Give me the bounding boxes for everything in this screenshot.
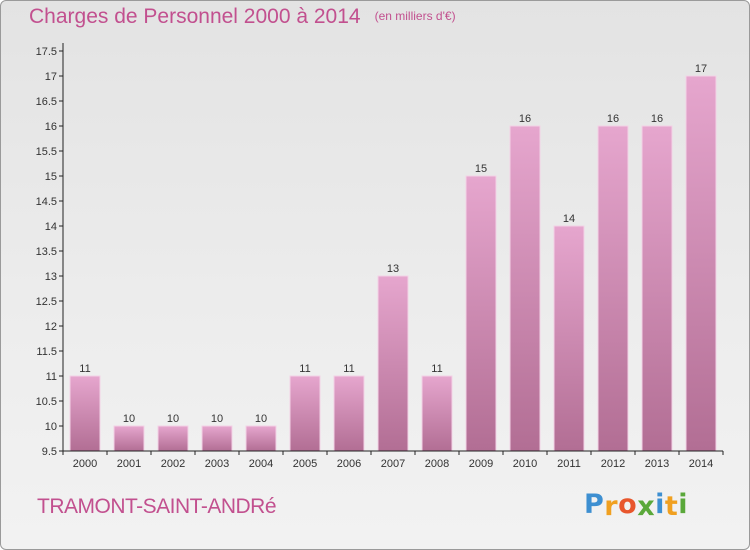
y-tick-label: 15: [45, 171, 57, 183]
y-tick-label: 15.5: [36, 146, 57, 158]
logo-letter: P: [584, 489, 605, 520]
y-tick-label: 13.5: [36, 246, 57, 258]
x-tick-label: 2010: [513, 458, 537, 470]
value-label: 16: [519, 113, 531, 125]
value-label: 16: [651, 113, 663, 125]
value-label: 10: [211, 413, 223, 425]
y-tick-label: 16: [45, 121, 57, 133]
value-label: 10: [255, 413, 267, 425]
x-tick-label: 2006: [337, 458, 361, 470]
y-tick-label: 14.5: [36, 196, 57, 208]
bar-2001: [113, 425, 145, 452]
y-tick-label: 9.5: [42, 446, 57, 458]
bar-2010: [509, 125, 541, 452]
logo-letter: x: [637, 491, 656, 522]
y-tick-label: 13: [45, 271, 57, 283]
y-tick-label: 10.5: [36, 396, 57, 408]
x-tick-label: 2013: [645, 458, 669, 470]
value-label: 16: [607, 113, 619, 125]
x-tick-label: 2009: [469, 458, 493, 470]
logo-letter: i: [655, 489, 665, 520]
bar-2000: [69, 375, 101, 452]
bar-2003: [201, 425, 233, 452]
value-label: 14: [563, 213, 575, 225]
x-tick-label: 2002: [161, 458, 185, 470]
bar-2004: [245, 425, 277, 452]
y-tick-label: 16.5: [36, 96, 57, 108]
bar-2008: [421, 375, 453, 452]
chart-subtitle: (en milliers d'€): [374, 9, 456, 23]
y-tick-label: 14: [45, 221, 57, 233]
bar-2012: [597, 125, 629, 452]
value-label: 11: [299, 363, 310, 375]
y-tick-label: 17: [45, 71, 57, 83]
x-tick-label: 2011: [557, 458, 581, 470]
value-label: 15: [475, 163, 487, 175]
x-tick-label: 2012: [601, 458, 625, 470]
x-tick-label: 2005: [293, 458, 317, 470]
bar-2011: [553, 225, 585, 452]
bar-2005: [289, 375, 321, 452]
x-tick-label: 2007: [381, 458, 405, 470]
bar-2009: [465, 175, 497, 452]
value-label: 10: [123, 413, 135, 425]
title-text: Charges de Personnel 2000 à 2014: [29, 5, 361, 28]
y-tick-label: 11.5: [36, 346, 57, 358]
x-tick-label: 2014: [689, 458, 713, 470]
x-tick-label: 2003: [205, 458, 229, 470]
y-tick-label: 17.5: [36, 46, 57, 58]
value-label: 11: [343, 363, 354, 375]
y-tick-label: 11: [46, 371, 57, 383]
x-tick-label: 2001: [117, 458, 141, 470]
value-label: 11: [79, 363, 90, 375]
y-tick-label: 10: [45, 421, 57, 433]
bar-2002: [157, 425, 189, 452]
logo-letter: o: [618, 489, 638, 520]
logo-letter: i: [678, 489, 689, 520]
chart-title: Charges de Personnel 2000 à 2014 (en mill…: [29, 5, 456, 29]
value-label: 10: [167, 413, 179, 425]
logo-letter: r: [604, 491, 619, 522]
value-label: 11: [431, 363, 442, 375]
x-tick-label: 2000: [73, 458, 97, 470]
x-tick-label: 2008: [425, 458, 449, 470]
bar-2007: [377, 275, 409, 452]
commune-name: TRAMONT-SAINT-ANDRé: [37, 495, 277, 518]
y-tick-label: 12.5: [36, 296, 57, 308]
value-label: 13: [387, 263, 399, 275]
proxiti-logo: Proxiti: [584, 489, 689, 522]
logo-letter: t: [664, 491, 679, 522]
bar-2014: [685, 75, 717, 452]
x-tick-label: 2004: [249, 458, 273, 470]
bar-2006: [333, 375, 365, 452]
y-tick-label: 12: [45, 321, 57, 333]
value-label: 17: [695, 63, 707, 75]
bar-2013: [641, 125, 673, 452]
